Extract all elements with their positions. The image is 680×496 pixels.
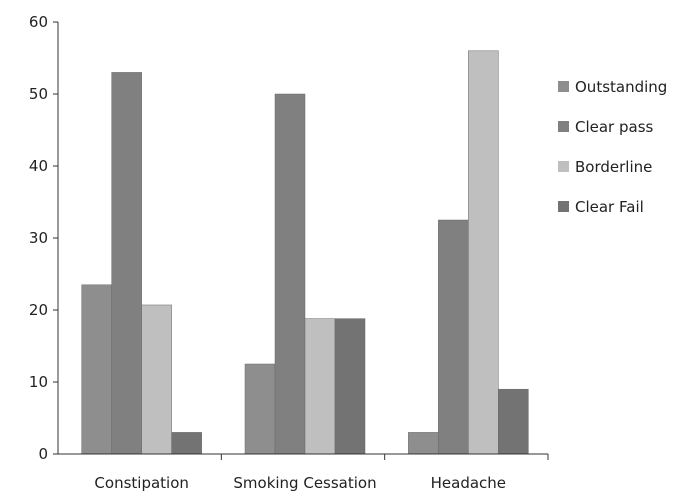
- bar-outstanding: [244, 363, 276, 455]
- bar-borderline: [304, 318, 336, 455]
- y-tick-label: 50: [29, 85, 48, 103]
- plot-area: 0 10 20 30 40 50 60 Constipation Smoking Cessat…: [29, 13, 549, 492]
- legend-label: Borderline: [575, 158, 652, 176]
- y-tick-label: 20: [29, 301, 48, 319]
- legend-swatch: [558, 81, 569, 92]
- bar-outstanding: [408, 432, 439, 455]
- y-tick-label: 0: [38, 445, 48, 463]
- bar-clear-pass: [274, 93, 306, 455]
- y-axis: 0 10 20 30 40 50 60: [29, 13, 58, 463]
- bar-clear-fail: [171, 432, 202, 455]
- legend-label: Clear Fail: [575, 198, 644, 216]
- legend-swatch: [558, 121, 569, 132]
- legend-swatch: [558, 161, 569, 172]
- y-tick-label: 10: [29, 373, 48, 391]
- x-category-label: Constipation: [94, 474, 188, 492]
- y-tick-label: 40: [29, 157, 48, 175]
- bars: [81, 50, 529, 455]
- legend-swatch: [558, 201, 569, 212]
- x-category-label: Smoking Cessation: [233, 474, 376, 492]
- bar-borderline: [141, 304, 172, 455]
- bar-clear-fail: [498, 388, 529, 455]
- x-axis: Constipation Smoking Cessation Headache: [94, 454, 549, 492]
- legend-label: Outstanding: [575, 78, 667, 96]
- y-tick-label: 60: [29, 13, 48, 31]
- legend: Outstanding Clear pass Borderline Clear Fai…: [558, 78, 667, 216]
- bar-clear-pass: [438, 219, 469, 455]
- bar-outstanding: [81, 284, 112, 455]
- legend-label: Clear pass: [575, 118, 654, 136]
- bar-clear-fail: [334, 318, 366, 455]
- bar-borderline: [468, 50, 499, 455]
- y-tick-label: 30: [29, 229, 48, 247]
- bar-clear-pass: [111, 72, 142, 455]
- x-category-label: Headache: [431, 474, 506, 492]
